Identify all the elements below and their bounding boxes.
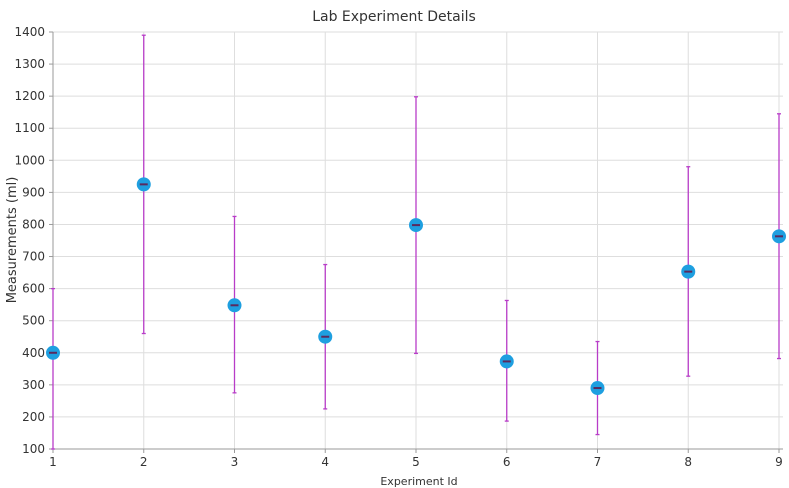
y-tick-label: 100 [22,442,45,456]
y-tick-label: 1400 [14,25,45,39]
x-tick-label: 5 [412,455,420,469]
y-tick-label: 900 [22,185,45,199]
x-tick-label: 6 [503,455,511,469]
x-tick-label: 3 [231,455,239,469]
y-tick-label: 1100 [14,121,45,135]
tick-label-layer: 100 200 300 400 500 600 700 800 900 1000 1100 1200 1… [14,25,782,469]
y-tick-label: 300 [22,378,45,392]
y-tick-label: 1200 [14,89,45,103]
y-tick-label: 1000 [14,153,45,167]
x-axis-label: Experiment Id [380,475,457,488]
y-tick-label: 600 [22,282,45,296]
x-tick-label: 4 [321,455,329,469]
grid-layer [52,31,783,450]
y-tick-label: 200 [22,410,45,424]
y-tick-label: 1300 [14,57,45,71]
x-tick-label: 8 [684,455,692,469]
data-mark-layer [46,34,786,450]
y-tick-label: 500 [22,314,45,328]
x-tick-label: 7 [594,455,602,469]
y-tick-label: 800 [22,217,45,231]
chart-title: Lab Experiment Details [312,9,476,25]
x-tick-label: 2 [140,455,148,469]
x-tick-label: 9 [775,455,783,469]
x-tick-label: 1 [49,455,57,469]
y-axis-label: Measurements (ml) [5,177,20,304]
y-tick-label: 700 [22,250,45,264]
y-tick-label: 400 [22,346,45,360]
